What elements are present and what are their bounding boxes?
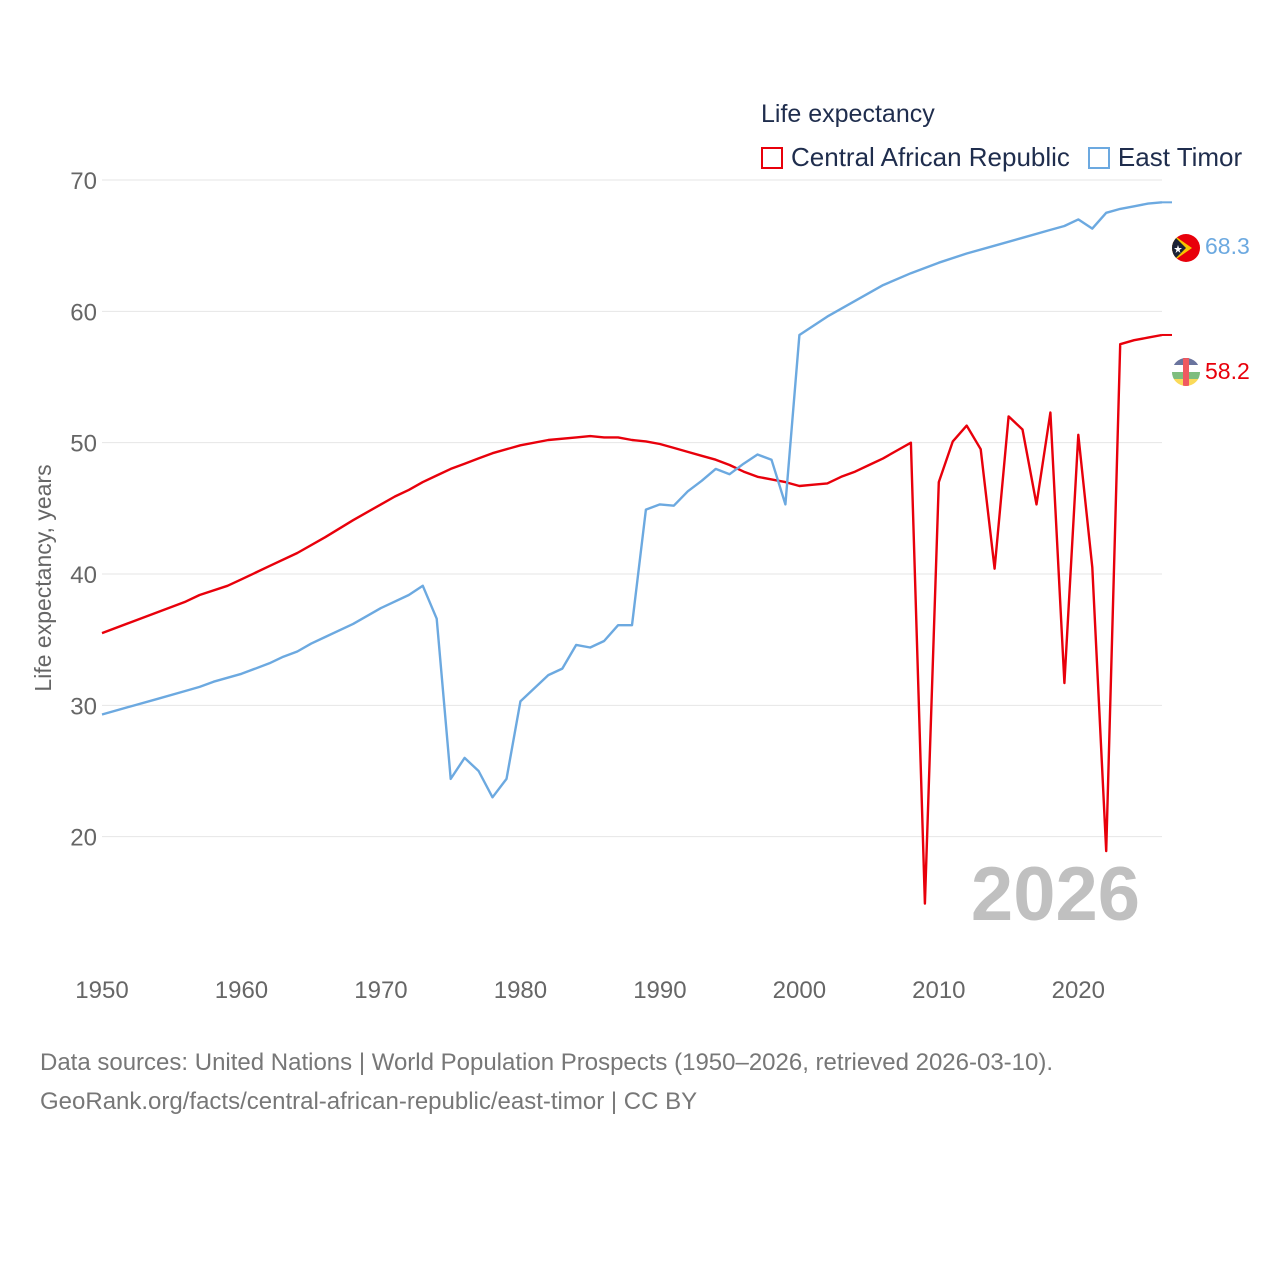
x-tick-label-2000: 2000 [773,977,826,1004]
east-timor-end-label: 68.3 [1205,233,1250,259]
x-tick-label-1990: 1990 [633,977,686,1004]
central-african-republic-flag-icon [1172,358,1200,386]
y-tick-label-30: 30 [70,693,97,720]
source-url-text[interactable]: GeoRank.org/facts/central-african-republ… [40,1088,698,1115]
legend-swatch-east-timor [1087,146,1110,169]
x-tick-label-1960: 1960 [215,977,268,1004]
series-line-central-african-republic [101,333,1163,905]
x-tick-label-1970: 1970 [354,977,407,1004]
footer: Data sources: United Nations | World Pop… [40,1043,1053,1121]
legend-item-east-timor[interactable]: East Timor [1087,142,1243,173]
legend-title: Life expectancy [761,100,935,128]
y-tick-label-40: 40 [70,562,97,589]
y-tick-label-50: 50 [70,431,97,458]
central-african-republic-end-label: 58.2 [1205,358,1250,384]
y-tick-label-20: 20 [70,825,97,852]
legend-item-central-african-republic[interactable]: Central African Republic [761,142,1070,173]
x-tick-label-2010: 2010 [912,977,965,1004]
y-axis-label: Life expectancy, years [30,464,56,691]
east-timor-flag-icon [1172,234,1200,262]
x-tick-label-1980: 1980 [494,977,547,1004]
series-line-east-timor [101,201,1163,799]
legend-label-east-timor: East Timor [1117,142,1243,172]
legend-swatch-central-african-republic [761,146,783,169]
x-tick-label-2020: 2020 [1052,977,1105,1004]
y-tick-label-70: 70 [70,168,97,195]
data-sources-text: Data sources: United Nations | World Pop… [40,1049,1054,1076]
legend-label-central-african-republic: Central African Republic [791,142,1070,172]
x-axis-ticks: 1950 1960 1970 1980 1990 2000 2010 2020 [75,977,1105,1004]
x-tick-label-1950: 1950 [75,977,128,1004]
y-tick-label-60: 60 [70,299,97,326]
legend: Central African Republic East Timor [761,142,1260,173]
y-axis-ticks: 20 30 40 50 60 70 [70,168,97,852]
series-lines [101,201,1172,905]
year-watermark: 2026 [971,852,1140,937]
grid-lines [102,179,1162,838]
